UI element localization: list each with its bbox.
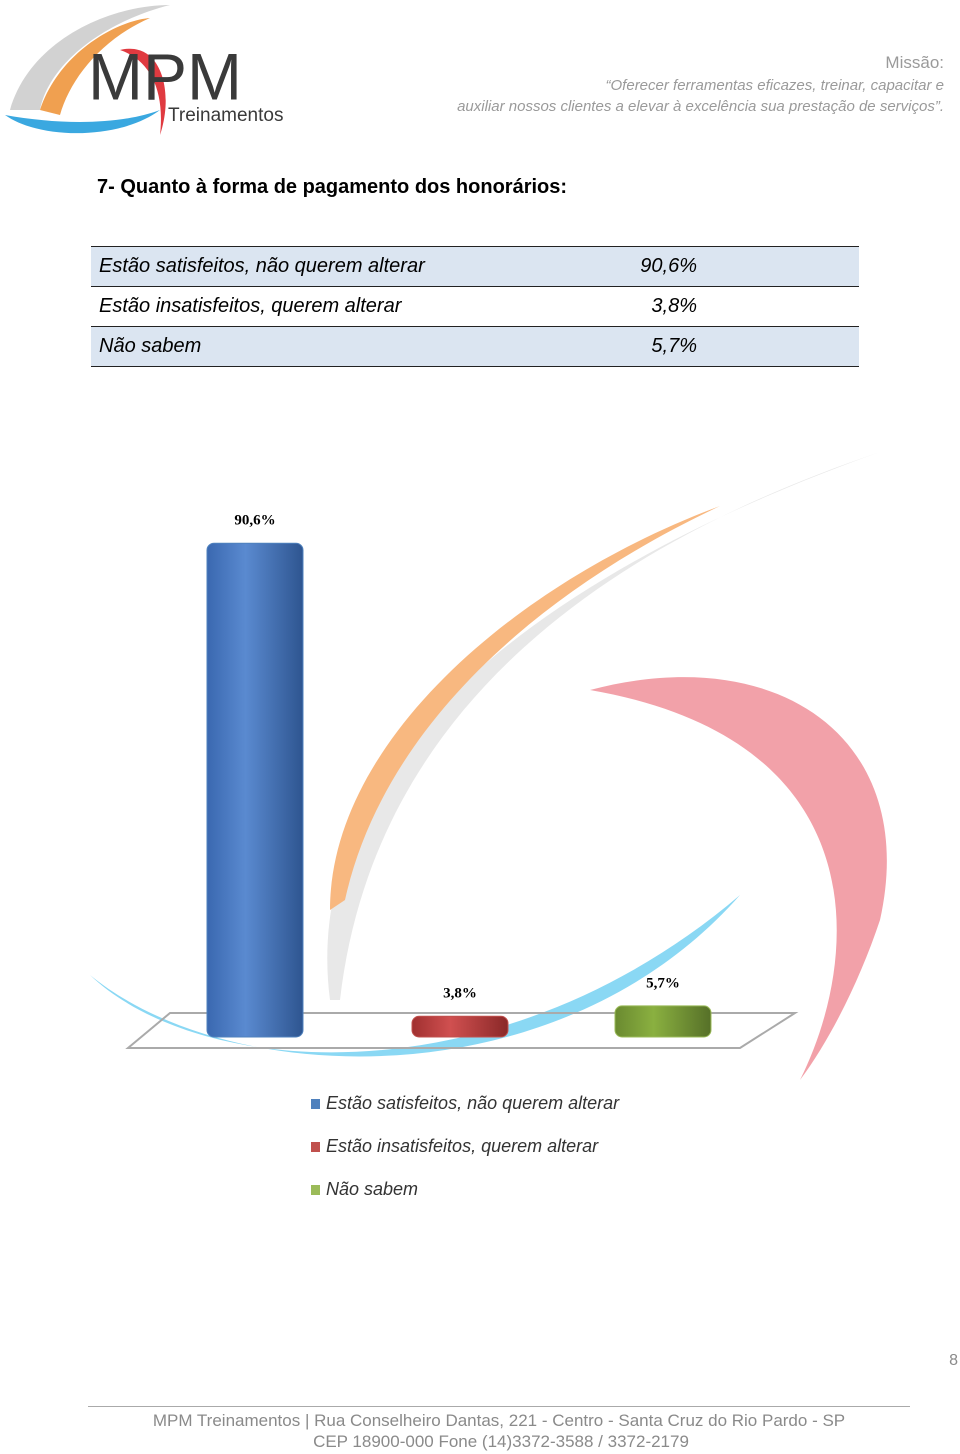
table-value: 90,6%	[548, 246, 859, 287]
legend-swatch	[311, 1142, 320, 1152]
table-row: Estão insatisfeitos, querem alterar 3,8%	[91, 286, 859, 327]
table-label: Não sabem	[91, 326, 549, 367]
table-label: Estão satisfeitos, não querem alterar	[91, 246, 549, 287]
table-label: Estão insatisfeitos, querem alterar	[91, 286, 549, 327]
data-label: 90,6%	[234, 513, 275, 529]
footer-line: MPM Treinamentos | Rua Conselheiro Danta…	[152, 1411, 846, 1430]
table-row: Não sabem 5,7%	[91, 326, 859, 367]
question-title: 7- Quanto à forma de pagamento dos honor…	[97, 176, 568, 198]
data-label: 5,7%	[646, 975, 680, 991]
table-value: 5,7%	[548, 326, 859, 367]
bar	[411, 1015, 509, 1038]
bar	[206, 542, 304, 1038]
chart-floor	[125, 1012, 799, 1049]
results-table: Estão satisfeitos, não querem alterar 90,…	[91, 246, 859, 367]
chart: 90,6% 3,8% 5,7% Estão satisfeitos, não quer…	[90, 452, 887, 1199]
mission-label: Missão:	[885, 53, 944, 72]
legend-swatch	[311, 1099, 320, 1109]
footer-line: CEP 18900-000 Fone (14)3372-3588 / 3372-…	[313, 1432, 689, 1451]
logo: MPM Treinamentos	[5, 5, 283, 135]
page-number: 8	[949, 1352, 958, 1369]
legend-label: Não sabem	[326, 1179, 418, 1199]
bar	[614, 1005, 712, 1038]
logo-subtext: Treinamentos	[168, 105, 283, 126]
legend-label: Estão satisfeitos, não querem alterar	[326, 1093, 620, 1113]
logo-text: MPM	[88, 39, 242, 113]
data-label: 3,8%	[443, 986, 477, 1002]
mission-text: “Oferecer ferramentas eficazes, treinar,…	[605, 77, 944, 94]
footer-rule	[88, 1406, 910, 1407]
table-row: Estão satisfeitos, não querem alterar 90,…	[91, 246, 859, 287]
legend-swatch	[311, 1185, 320, 1195]
table-value: 3,8%	[548, 286, 859, 327]
legend-label: Estão insatisfeitos, querem alterar	[326, 1136, 599, 1156]
mission-text: auxiliar nossos clientes a elevar à exce…	[457, 98, 944, 115]
